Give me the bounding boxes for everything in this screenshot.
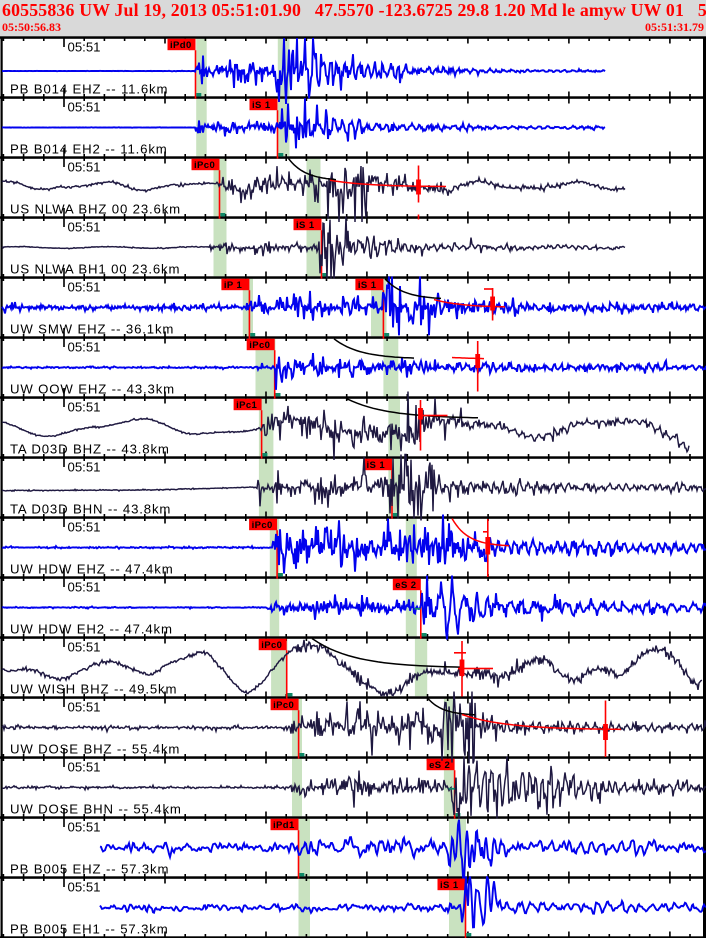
svg-text:05:51: 05:51 [68,459,101,474]
svg-text:05:51: 05:51 [68,519,101,534]
svg-text:05:51: 05:51 [68,279,101,294]
svg-text:UW HDW EHZ -- 47.4km: UW HDW EHZ -- 47.4km [10,562,174,577]
svg-text:UW OOW EHZ -- 43.3km: UW OOW EHZ -- 43.3km [10,382,175,397]
svg-text:05:51: 05:51 [68,819,101,834]
svg-text:UW DOSE BHZ -- 55.4km: UW DOSE BHZ -- 55.4km [10,742,180,757]
svg-text:iPd0: iPd0 [170,40,192,51]
svg-text:iS 1: iS 1 [296,220,315,231]
svg-text:05:51: 05:51 [68,699,101,714]
svg-text:05:51: 05:51 [68,159,101,174]
svg-text:PB B014 EH2 -- 11.6km: PB B014 EH2 -- 11.6km [10,142,168,157]
svg-text:05:51: 05:51 [68,639,101,654]
svg-text:05:51: 05:51 [68,339,101,354]
svg-text:iPc0: iPc0 [194,160,215,171]
svg-text:TA D03D BHZ -- 43.8km: TA D03D BHZ -- 43.8km [10,442,170,457]
svg-text:iPc0: iPc0 [249,340,270,351]
svg-text:eS 2: eS 2 [429,760,450,771]
svg-text:PB B014 EHZ -- 11.6km: PB B014 EHZ -- 11.6km [10,82,168,97]
svg-text:05:51: 05:51 [68,219,101,234]
svg-text:US NLWA BHZ 00 23.6km: US NLWA BHZ 00 23.6km [10,202,181,217]
svg-text:05:51: 05:51 [68,759,101,774]
svg-text:05:51: 05:51 [68,879,101,894]
svg-text:05:51: 05:51 [68,579,101,594]
svg-text:UW HDW EH2 -- 47.4km: UW HDW EH2 -- 47.4km [10,622,173,637]
svg-text:iS 1: iS 1 [252,100,271,111]
svg-text:05:51: 05:51 [68,399,101,414]
svg-text:iPc0: iPc0 [252,520,273,531]
svg-text:05:51: 05:51 [68,99,101,114]
svg-text:UW SMW EHZ -- 36.1km: UW SMW EHZ -- 36.1km [10,322,174,337]
svg-text:UW DOSE BHN -- 55.4km: UW DOSE BHN -- 55.4km [10,802,182,817]
svg-text:PB B005 EH1 -- 57.3km: PB B005 EH1 -- 57.3km [10,922,169,937]
svg-text:iS 1: iS 1 [440,880,459,891]
svg-text:iS 1: iS 1 [367,460,386,471]
svg-text:PB B005 EHZ -- 57.3km: PB B005 EHZ -- 57.3km [10,862,169,877]
svg-text:iS 1: iS 1 [358,280,377,291]
svg-text:US NLWA BH1 00 23.6km: US NLWA BH1 00 23.6km [10,262,180,277]
svg-text:iPc1: iPc1 [236,400,257,411]
svg-text:TA D03D BHN -- 43.8km: TA D03D BHN -- 43.8km [10,502,171,517]
svg-text:eS 2: eS 2 [395,580,416,591]
svg-text:UW WISH BHZ -- 49.5km: UW WISH BHZ -- 49.5km [10,682,177,697]
svg-text:05:51: 05:51 [68,39,101,54]
svg-text:iP 1: iP 1 [224,280,243,291]
svg-text:iPd1: iPd1 [273,820,295,831]
svg-text:iPc0: iPc0 [273,700,294,711]
svg-text:iPc0: iPc0 [261,640,282,651]
